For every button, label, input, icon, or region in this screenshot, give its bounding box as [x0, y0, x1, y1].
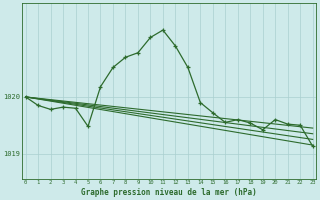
X-axis label: Graphe pression niveau de la mer (hPa): Graphe pression niveau de la mer (hPa)	[81, 188, 257, 197]
